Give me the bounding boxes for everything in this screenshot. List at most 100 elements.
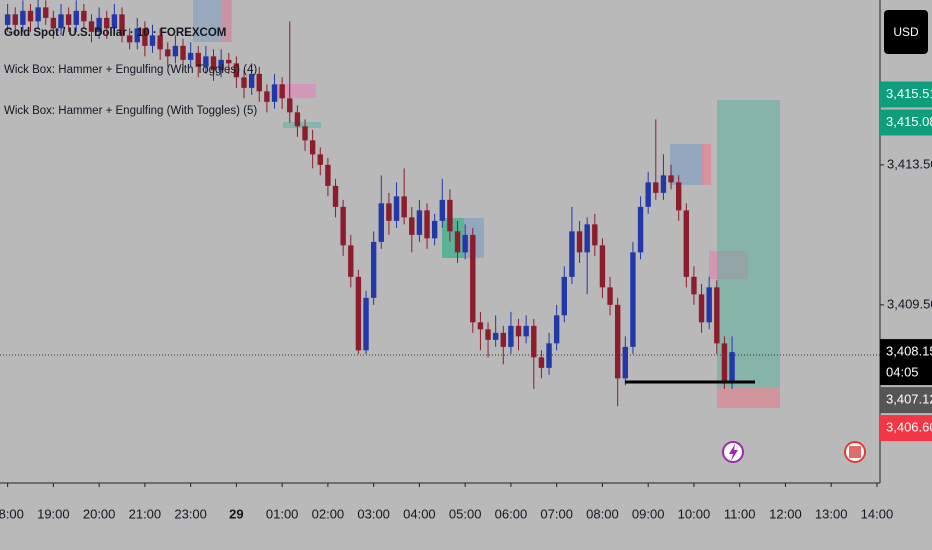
currency-button[interactable] [884, 10, 928, 54]
candle-body [714, 287, 720, 344]
x-tick-label: 12:00 [769, 506, 802, 521]
x-tick-label: 05:00 [449, 506, 482, 521]
x-tick-label: 07:00 [540, 506, 573, 521]
candle-body [401, 196, 407, 218]
price-label-box [880, 81, 932, 108]
candle-body [279, 84, 285, 99]
candle-body [439, 199, 445, 221]
candle-body [546, 343, 552, 368]
candle-body [264, 91, 270, 102]
wick-box [702, 144, 711, 185]
candle-body [515, 325, 522, 337]
candle-body [630, 252, 636, 347]
candle-body [20, 10, 26, 25]
indicator-label: Wick Box: Hammer + Engulfing (With Toggl… [4, 64, 257, 76]
candle-body [126, 35, 133, 43]
y-tick-label: 3,413.50 [887, 156, 932, 171]
candle-body [81, 10, 87, 22]
x-tick-label: 08:00 [586, 506, 619, 521]
candle-body [172, 45, 179, 57]
long-position-target[interactable] [717, 100, 780, 388]
x-tick-label: 19:00 [37, 506, 70, 521]
price-label-box [880, 387, 932, 414]
candle-body [569, 231, 575, 277]
candle-body [721, 343, 728, 382]
candle-body [660, 175, 667, 193]
price-label-box [880, 109, 932, 136]
candle-body [233, 63, 240, 78]
candle-body [165, 49, 171, 57]
price-label: 3,415.51 [886, 86, 932, 101]
candle-body [477, 322, 484, 330]
candle-body [65, 14, 72, 25]
candle-body [485, 329, 491, 340]
candle-body [637, 206, 644, 253]
currency-label: USD [893, 25, 919, 39]
candle-body [698, 294, 705, 323]
candle-body [431, 220, 438, 239]
candle-body [210, 56, 217, 71]
candle-body [393, 196, 400, 221]
lightning-icon [729, 444, 738, 461]
x-tick-label: 02:00 [312, 506, 345, 521]
candle-body [256, 73, 262, 92]
candle-body [12, 14, 18, 25]
price-label: 3,407.12 [886, 392, 932, 407]
candle-body [424, 210, 430, 239]
candle-body [218, 59, 224, 71]
candle-body [500, 332, 506, 347]
wick-box [222, 0, 232, 42]
y-tick-label: 3,409.50 [887, 296, 932, 311]
candle-body [492, 332, 499, 340]
candle-body [35, 7, 41, 22]
candle-body [348, 245, 354, 277]
wick-box [670, 144, 704, 185]
indicator-label: Wick Box: Hammer + Engulfing (With Toggl… [4, 105, 257, 117]
candle-body [729, 352, 735, 382]
candle-body [553, 315, 560, 344]
price-label: 3,408.15 [886, 344, 932, 359]
candle-body [409, 217, 415, 235]
wick-box [442, 218, 464, 258]
candle-body [157, 35, 163, 50]
candle-body [523, 325, 529, 337]
price-label-box [880, 339, 932, 386]
x-tick-label: 20:00 [83, 506, 116, 521]
candle-body [187, 52, 194, 60]
candle-body [4, 14, 11, 25]
x-tick-label: 13:00 [815, 506, 848, 521]
candle-body [454, 231, 461, 253]
candle-body [73, 10, 79, 25]
x-tick-label: 29 [229, 506, 243, 521]
price-label-box [880, 415, 932, 442]
candle-body [592, 224, 598, 246]
candle-body [653, 182, 659, 193]
candle-body [149, 35, 156, 46]
candle-body [134, 28, 140, 43]
candle-body [508, 325, 514, 347]
candle-body [180, 45, 186, 60]
candle-body [309, 140, 316, 155]
long-position-stop[interactable] [717, 388, 780, 408]
x-tick-label: 21:00 [129, 506, 162, 521]
x-tick-label: 06:00 [495, 506, 528, 521]
candle-body [447, 199, 453, 232]
countdown-label: 04:05 [886, 365, 919, 380]
candle-body [332, 185, 339, 207]
candle-body [340, 206, 346, 246]
candle-body [675, 182, 682, 211]
candle-body [691, 276, 697, 295]
candle-body [96, 17, 102, 32]
candle-body [271, 84, 278, 102]
candle-body [325, 164, 331, 186]
wick-box [283, 122, 321, 128]
candle-body [584, 224, 590, 253]
candle-body [203, 56, 209, 67]
candle-body [111, 14, 118, 29]
candle-body [88, 21, 95, 32]
x-tick-label: 04:00 [403, 506, 436, 521]
candle-body [43, 7, 49, 18]
x-tick-label: 01:00 [266, 506, 299, 521]
candle-body [576, 231, 583, 253]
